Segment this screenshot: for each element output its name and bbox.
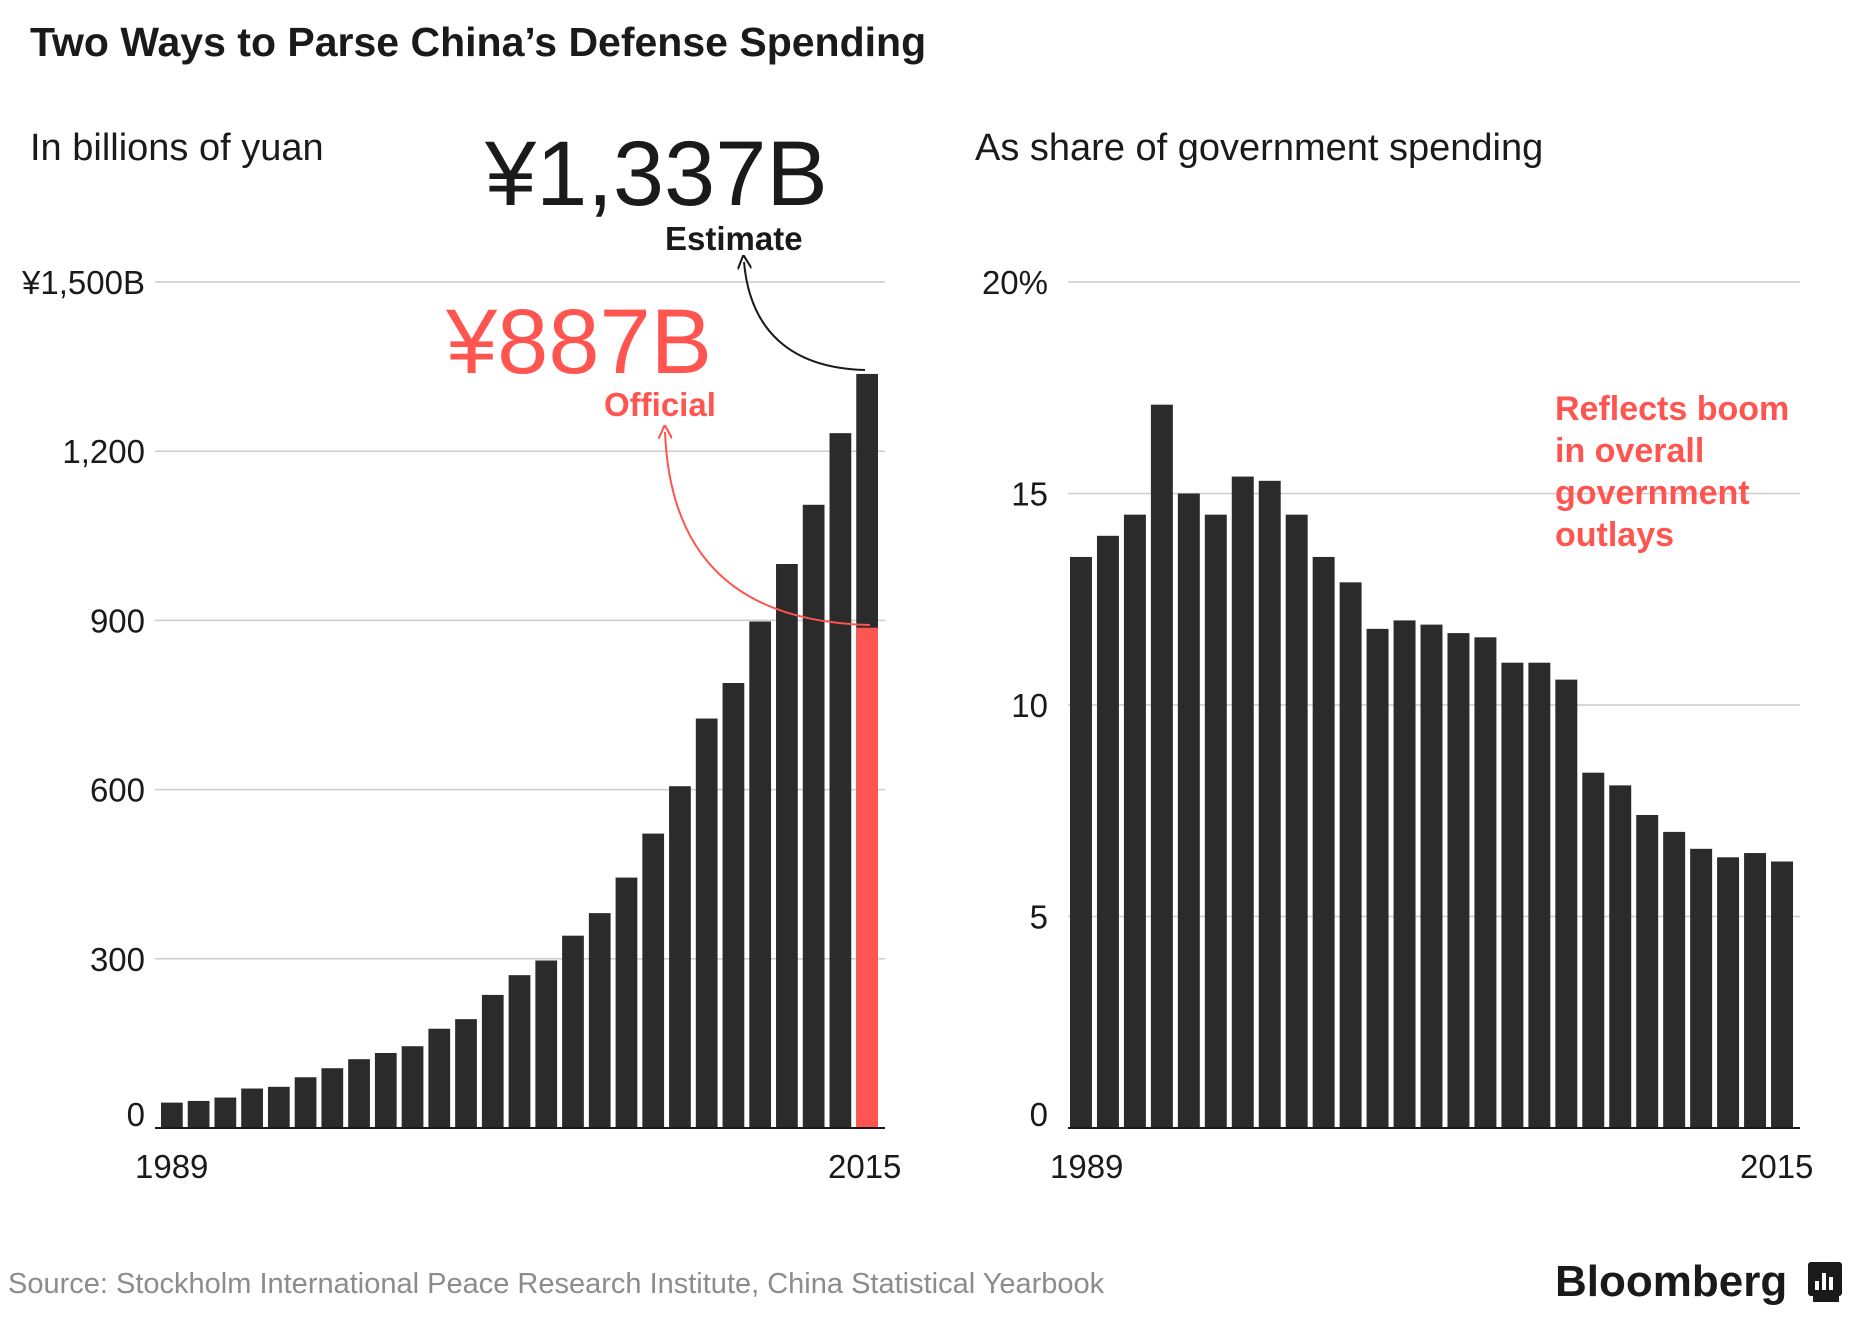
left-bar-1993 <box>267 1086 290 1128</box>
left-bar-2007 <box>642 833 665 1128</box>
right-bar-1992 <box>1150 404 1173 1128</box>
left-bar-2013 <box>802 504 825 1128</box>
left-bar-1999 <box>428 1028 451 1128</box>
left-bar-2014 <box>829 433 852 1129</box>
boom-annotation: Reflects boom in overall government outlays <box>1555 390 1789 554</box>
right-bar-2004 <box>1474 637 1497 1128</box>
right-bar-1995 <box>1231 476 1254 1129</box>
left-bars <box>161 373 878 1129</box>
left-bar-1998 <box>401 1046 424 1128</box>
left-bar-2000 <box>455 1019 477 1128</box>
right-y-tick-label: 0 <box>1030 1096 1048 1133</box>
left-bar-2012 <box>776 564 798 1128</box>
left-y-tick-label: 600 <box>90 772 145 809</box>
right-bar-1990 <box>1096 535 1119 1128</box>
official-value-label: ¥887B <box>445 291 712 393</box>
right-bar-1994 <box>1204 514 1227 1128</box>
left-bar-1997 <box>374 1052 397 1128</box>
left-bar-1990 <box>187 1100 210 1128</box>
right-subtitle: As share of government spending <box>975 127 1543 169</box>
left-bar-2003 <box>535 960 558 1128</box>
right-bar-1997 <box>1285 514 1308 1128</box>
right-y-tick-label: 20% <box>982 264 1048 301</box>
right-bar-2009 <box>1609 785 1632 1128</box>
official-arrow <box>665 432 871 626</box>
right-bar-2006 <box>1528 662 1551 1128</box>
right-y-tick-label: 15 <box>1011 476 1048 513</box>
right-y-tick-label: 5 <box>1030 899 1048 936</box>
left-bar-2002 <box>508 975 531 1128</box>
right-bar-1991 <box>1123 514 1146 1128</box>
right-bar-2011 <box>1663 831 1686 1128</box>
right-bar-2007 <box>1555 679 1578 1128</box>
right-bar-1998 <box>1312 556 1335 1128</box>
left-y-tick-label: ¥1,500B <box>21 264 145 301</box>
left-bar-1995 <box>321 1068 344 1128</box>
source-note: Source: Stockholm International Peace Re… <box>8 1268 1105 1300</box>
right-bar-2000 <box>1366 628 1389 1128</box>
chart-title: Two Ways to Parse China’s Defense Spendi… <box>30 19 926 65</box>
estimate-label: Estimate <box>665 220 803 257</box>
bloomberg-logo-text: Bloomberg <box>1555 1257 1787 1306</box>
right-bar-2008 <box>1582 772 1605 1128</box>
left-chart: In billions of yuan 0 300 600 900 1,200 ¥1,50… <box>21 123 901 1185</box>
left-y-tick-label: 300 <box>90 941 145 978</box>
right-y-tick-label: 10 <box>1011 687 1048 724</box>
right-bar-2001 <box>1393 620 1416 1128</box>
right-bar-1996 <box>1258 480 1281 1128</box>
left-x-tick-start: 1989 <box>135 1148 208 1185</box>
right-bar-1999 <box>1339 582 1362 1128</box>
left-bar-1996 <box>348 1059 370 1128</box>
bloomberg-terminal-icon <box>1808 1262 1842 1302</box>
left-bar-2010 <box>722 683 745 1128</box>
right-bar-2015 <box>1771 861 1793 1128</box>
right-bar-2010 <box>1636 814 1659 1128</box>
right-bars <box>1070 404 1793 1129</box>
right-x-tick-end: 2015 <box>1740 1148 1813 1185</box>
right-bar-2014 <box>1744 853 1767 1128</box>
left-bar-2011 <box>749 621 772 1128</box>
boom-annotation-line: Reflects boom <box>1555 390 1789 428</box>
left-subtitle: In billions of yuan <box>30 127 324 169</box>
left-bar-1991 <box>214 1097 237 1128</box>
boom-annotation-line: in overall <box>1555 432 1704 470</box>
left-y-tick-labels: 0 300 600 900 1,200 ¥1,500B <box>21 264 145 1133</box>
right-bar-2005 <box>1501 662 1524 1128</box>
estimate-arrow <box>744 262 866 371</box>
left-x-tick-end: 2015 <box>828 1148 901 1185</box>
left-y-tick-label: 0 <box>127 1096 145 1133</box>
right-bar-2003 <box>1447 633 1470 1128</box>
right-bar-2012 <box>1690 848 1713 1128</box>
right-y-tick-labels: 0 5 10 15 20% <box>982 264 1048 1133</box>
left-bar-2006 <box>615 877 638 1128</box>
boom-annotation-line: outlays <box>1555 516 1674 554</box>
left-bar-1994 <box>294 1077 317 1128</box>
left-y-tick-label: 900 <box>90 602 145 639</box>
left-bar-1989 <box>161 1102 183 1128</box>
right-bar-1993 <box>1177 493 1200 1128</box>
right-x-tick-start: 1989 <box>1050 1148 1123 1185</box>
boom-annotation-line: government <box>1555 474 1750 512</box>
right-bar-2002 <box>1420 624 1443 1128</box>
right-bar-1989 <box>1070 556 1092 1128</box>
left-bar-2001 <box>481 994 504 1128</box>
left-bar-2009 <box>695 718 718 1128</box>
left-bar-official-2015 <box>856 627 878 1128</box>
left-bar-2004 <box>562 935 584 1128</box>
left-bar-1992 <box>241 1088 263 1128</box>
official-label: Official <box>604 386 716 423</box>
right-bar-2013 <box>1717 857 1740 1128</box>
estimate-value-label: ¥1,337B <box>484 123 828 225</box>
left-y-tick-label: 1,200 <box>62 433 145 470</box>
left-bar-2005 <box>588 913 611 1128</box>
right-chart: As share of government spending 0 5 10 15 20… <box>975 127 1813 1185</box>
left-bar-2008 <box>669 786 691 1128</box>
